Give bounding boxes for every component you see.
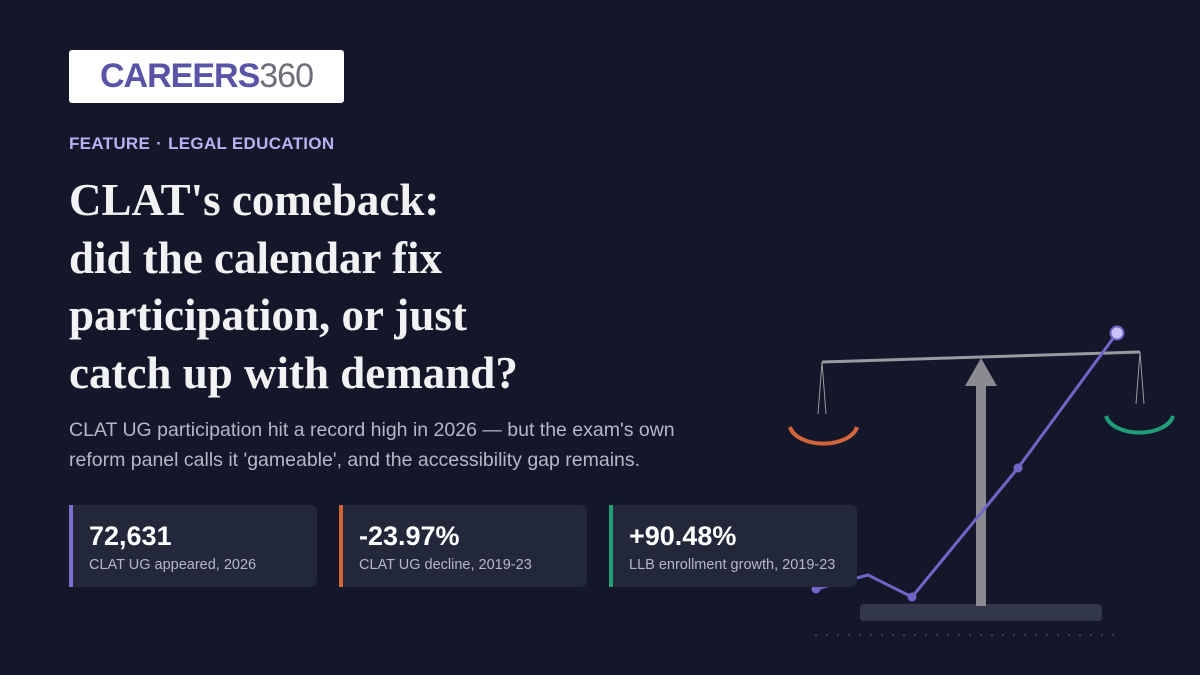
scale-post (976, 384, 986, 606)
headline: CLAT's comeback: did the calendar fix pa… (69, 172, 518, 402)
trend-point (1013, 463, 1023, 473)
subtitle: CLAT UG participation hit a record high … (69, 415, 675, 475)
stat-label: CLAT UG appeared, 2026 (89, 557, 257, 573)
kicker-section: FEATURE (69, 134, 151, 153)
headline-line: catch up with demand? (69, 347, 518, 398)
scale-strings (817, 361, 827, 415)
stat-label: CLAT UG decline, 2019-23 (359, 557, 532, 573)
headline-line: CLAT's comeback: (69, 175, 440, 225)
stat-card: +90.48% LLB enrollment growth, 2019-23 (609, 505, 857, 587)
stat-value: +90.48% (629, 521, 737, 551)
stat-label: LLB enrollment growth, 2019-23 (629, 557, 836, 573)
trend-line (815, 332, 1119, 599)
stat-value: -23.97% (359, 521, 460, 551)
headline-line: participation, or just (69, 290, 467, 340)
logo-primary: CAREERS (100, 57, 260, 95)
headline-line: did the calendar fix (69, 232, 442, 283)
subtitle-line: reform panel calls it 'gameable', and th… (69, 449, 641, 471)
trend-point (907, 592, 917, 602)
kicker-separator: · (156, 134, 163, 153)
kicker: FEATURE · LEGAL EDUCATION (69, 134, 340, 154)
scale-strings (1135, 351, 1145, 405)
trend-point (1109, 325, 1125, 341)
logo-secondary: 360 (259, 57, 314, 95)
scale-pan (788, 426, 859, 446)
subtitle-line: CLAT UG participation hit a record high … (69, 419, 675, 441)
logo: CAREERS 360 (69, 50, 344, 103)
scale-head (965, 358, 997, 386)
scale-base (860, 604, 1102, 621)
kicker-topic: LEGAL EDUCATION (168, 134, 335, 153)
scale-pan (1104, 415, 1175, 435)
scale-beam (821, 350, 1141, 364)
stat-card: 72,631 CLAT UG appeared, 2026 (69, 505, 317, 587)
stat-value: 72,631 (89, 521, 172, 551)
stat-card: -23.97% CLAT UG decline, 2019-23 (339, 505, 587, 587)
